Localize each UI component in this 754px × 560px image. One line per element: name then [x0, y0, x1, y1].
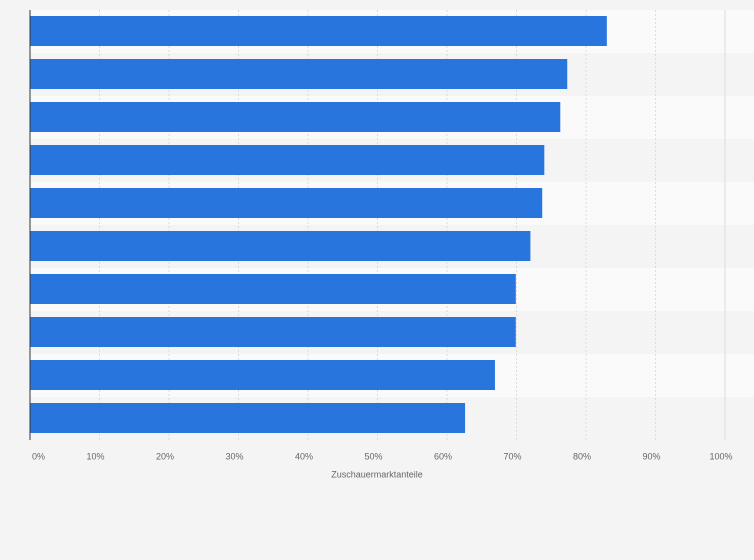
x-tick-label: 70% [503, 451, 521, 461]
x-tick-label: 90% [642, 451, 660, 461]
x-tick-label: 50% [364, 451, 382, 461]
x-axis-label: Zuschauermarktanteile [331, 469, 423, 479]
x-tick-label: 40% [295, 451, 313, 461]
bar [30, 188, 543, 218]
bar [30, 231, 531, 261]
bar [30, 274, 516, 304]
bar [30, 145, 545, 175]
bar [30, 317, 516, 347]
x-tick-label: 60% [434, 451, 452, 461]
x-tick-label: 80% [573, 451, 591, 461]
bar [30, 59, 568, 89]
x-tick-label: 100% [709, 451, 732, 461]
x-tick-label: 30% [225, 451, 243, 461]
x-tick-label: 10% [86, 451, 104, 461]
bar [30, 403, 466, 433]
bar [30, 102, 561, 132]
bar [30, 16, 607, 46]
bar [30, 360, 495, 390]
x-tick-label: 20% [156, 451, 174, 461]
x-tick-label: 0% [32, 451, 45, 461]
